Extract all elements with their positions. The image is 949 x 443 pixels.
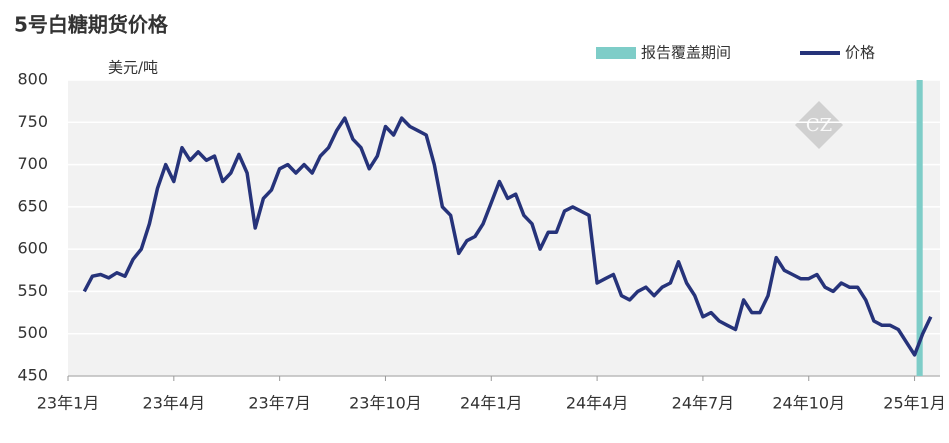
legend-swatch bbox=[596, 47, 636, 59]
legend-label: 价格 bbox=[845, 44, 875, 62]
y-tick-label: 500 bbox=[17, 323, 48, 342]
y-axis-label: 美元/吨 bbox=[108, 59, 158, 77]
watermark: CZ bbox=[794, 100, 844, 150]
x-tick-label: 24年4月 bbox=[566, 394, 629, 413]
svg-text:CZ: CZ bbox=[806, 115, 832, 136]
y-tick-label: 550 bbox=[17, 281, 48, 300]
plot-area bbox=[68, 80, 940, 376]
x-tick-label: 24年1月 bbox=[460, 394, 523, 413]
report-band bbox=[916, 80, 923, 376]
y-tick-label: 800 bbox=[17, 70, 48, 89]
x-tick-label: 25年1月 bbox=[883, 394, 946, 413]
y-tick-label: 750 bbox=[17, 112, 48, 131]
x-tick-label: 23年10月 bbox=[349, 394, 422, 413]
y-tick-label: 700 bbox=[17, 154, 48, 173]
y-tick-label: 600 bbox=[17, 239, 48, 258]
y-tick-label: 450 bbox=[17, 366, 48, 385]
x-tick-label: 24年7月 bbox=[672, 394, 735, 413]
x-tick-label: 23年4月 bbox=[143, 394, 206, 413]
x-tick-label: 23年7月 bbox=[248, 394, 311, 413]
x-tick-label: 23年1月 bbox=[37, 394, 100, 413]
legend-label: 报告覆盖期间 bbox=[641, 44, 731, 62]
chart-title: 5号白糖期货价格 bbox=[14, 13, 169, 37]
price-line bbox=[82, 116, 933, 357]
y-tick-label: 650 bbox=[17, 196, 48, 215]
x-tick-label: 24年10月 bbox=[772, 394, 845, 413]
